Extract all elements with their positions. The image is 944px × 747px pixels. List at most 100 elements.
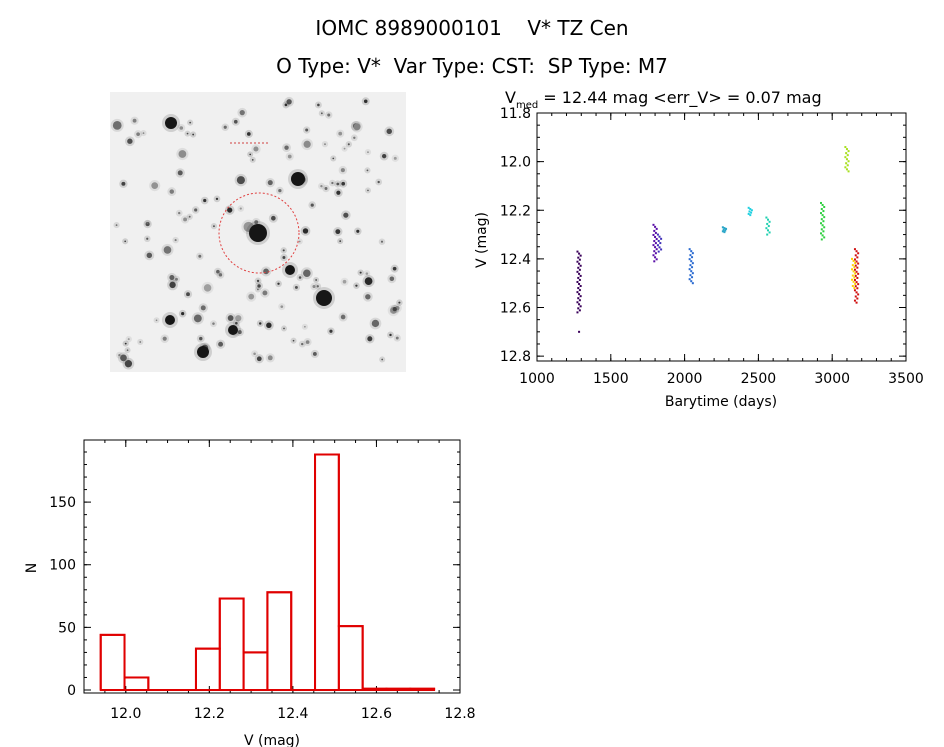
data-point (749, 214, 752, 217)
star (218, 273, 223, 277)
star (246, 132, 251, 136)
data-point (578, 268, 581, 271)
data-point (660, 248, 663, 251)
y-tick-label: 12.8 (500, 349, 531, 365)
data-point (854, 282, 857, 285)
star (186, 292, 190, 297)
star (194, 208, 198, 212)
data-point (652, 223, 655, 226)
data-point (579, 254, 582, 257)
star (367, 336, 373, 342)
star (181, 312, 185, 316)
star (174, 239, 177, 242)
star (155, 319, 158, 322)
star (188, 215, 191, 218)
star (317, 103, 320, 107)
data-point (721, 230, 724, 233)
star (257, 284, 261, 288)
data-point (851, 257, 854, 260)
star (287, 154, 292, 159)
histogram-bar (218, 597, 245, 692)
data-point (655, 227, 658, 230)
star (169, 281, 176, 289)
star (389, 276, 395, 281)
star (256, 356, 262, 362)
data-point (749, 208, 752, 211)
data-point (654, 246, 657, 249)
data-point (768, 220, 771, 223)
x-tick-label: 1000 (519, 371, 555, 387)
figure-title-line1: IOMC 8989000101 V* TZ Cen (315, 16, 629, 40)
data-point (576, 301, 579, 304)
data-point (852, 270, 855, 273)
data-point (853, 248, 856, 251)
star (292, 339, 295, 342)
star (381, 153, 387, 159)
data-point (691, 252, 694, 255)
target-circle (218, 192, 300, 274)
data-point (747, 206, 750, 209)
title-rest: = 12.44 mag <err_V> = 0.07 mag (538, 88, 821, 108)
star (389, 333, 392, 337)
data-point (578, 252, 581, 255)
data-point (689, 264, 692, 267)
star (329, 329, 333, 333)
x-tick-label: 12.2 (194, 706, 225, 722)
star (282, 249, 285, 252)
star (316, 290, 332, 306)
star (169, 189, 175, 194)
star (142, 132, 145, 134)
histogram-bar (99, 633, 126, 692)
y-tick-label: 150 (49, 495, 76, 511)
star (340, 168, 345, 173)
star (284, 145, 289, 150)
data-point (578, 330, 581, 333)
data-point (748, 210, 751, 213)
star (303, 269, 311, 278)
star (267, 355, 273, 361)
star (320, 185, 323, 188)
star (227, 207, 233, 213)
data-point (657, 250, 660, 253)
star (163, 246, 172, 254)
data-point (691, 262, 694, 265)
data-point (577, 256, 580, 259)
star (248, 293, 255, 300)
star (197, 346, 209, 358)
data-point (857, 293, 860, 296)
x-tick-label: 1500 (593, 371, 629, 387)
star (304, 325, 306, 328)
star (340, 314, 346, 320)
x-tick-label: 12.8 (444, 706, 475, 722)
data-point (652, 254, 655, 257)
star (193, 314, 202, 323)
x-tick-label: 3500 (888, 371, 924, 387)
star (127, 138, 133, 144)
star (327, 113, 331, 117)
data-point (577, 297, 580, 300)
star (380, 240, 384, 243)
data-point (653, 260, 656, 263)
star (200, 305, 206, 311)
histogram-plot: V (mag) N 12.0 12.2 12.4 12.6 12.8 0 50 100 150 (24, 439, 476, 747)
y-tick-label: 12.6 (500, 301, 531, 317)
title-sub: med (516, 100, 538, 111)
data-point (654, 252, 657, 255)
star (253, 146, 259, 152)
star (305, 128, 309, 132)
data-point (821, 234, 824, 237)
star (339, 240, 342, 242)
data-point (656, 244, 659, 247)
data-point (657, 239, 660, 242)
star (336, 190, 341, 195)
data-point (855, 260, 858, 263)
data-point (658, 235, 661, 238)
data-point (766, 222, 769, 225)
data-point (854, 264, 857, 267)
star (353, 136, 356, 139)
data-point (688, 268, 691, 271)
star (212, 322, 215, 325)
star (366, 169, 369, 172)
data-point (851, 284, 854, 287)
